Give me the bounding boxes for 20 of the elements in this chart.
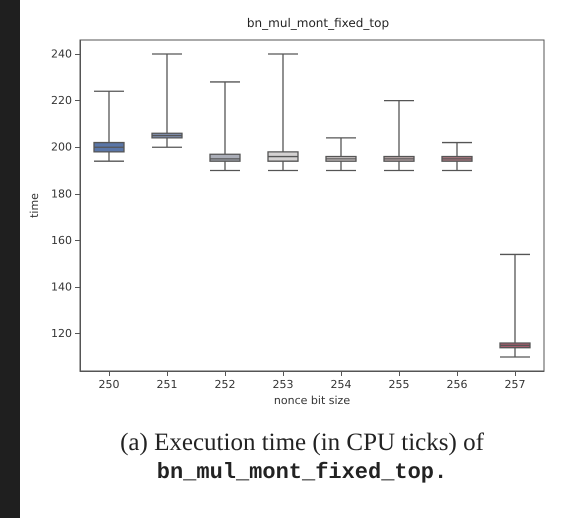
x-tick-label: 255 <box>388 378 410 391</box>
x-tick-label: 251 <box>156 378 178 391</box>
y-tick-label: 200 <box>51 140 72 154</box>
chart-title: bn_mul_mont_fixed_top <box>246 16 390 30</box>
y-axis-title: time <box>28 192 42 218</box>
x-axis-title: nonce bit size <box>274 394 350 407</box>
text: bn_mul_mont_fixed_top. <box>156 459 448 487</box>
y-tick-label: 120 <box>51 327 72 340</box>
y-tick-label: 160 <box>51 234 72 247</box>
x-tick-label: 253 <box>272 378 294 391</box>
y-tick-label: 240 <box>51 47 72 60</box>
y-tick-label: 220 <box>51 94 72 108</box>
x-tick-label: 257 <box>504 378 526 391</box>
x-tick-label: 250 <box>98 378 120 391</box>
y-tick-label: 180 <box>51 187 72 200</box>
y-tick-label: 140 <box>51 280 72 294</box>
text: (a) Execution time (in CPU ticks) of <box>119 428 485 458</box>
x-tick-label: 252 <box>214 378 236 391</box>
x-tick-label: 256 <box>446 378 468 391</box>
x-tick-label: 254 <box>330 378 352 391</box>
